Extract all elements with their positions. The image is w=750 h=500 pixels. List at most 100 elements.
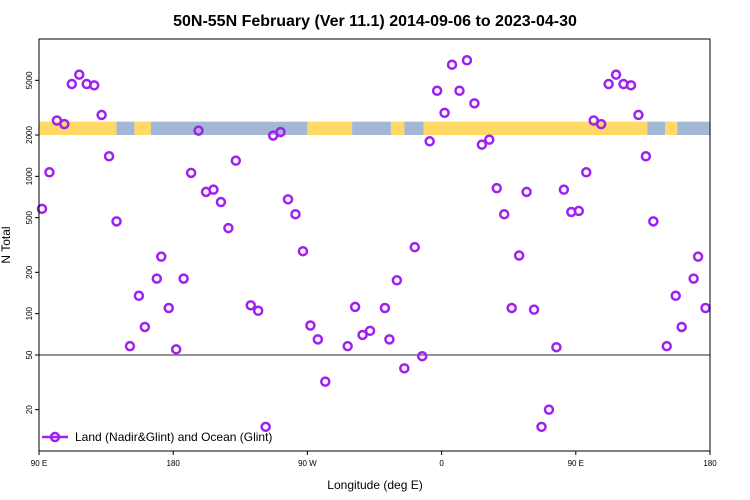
data-point [469,98,480,109]
band-segment-land [134,121,151,135]
x-tick-label: 90 W [298,459,317,468]
data-point [96,109,107,121]
y-tick-label: 1000 [25,167,34,185]
legend: Land (Nadir&Glint) and Ocean (Glint) [42,430,272,444]
data-point [454,85,465,96]
data-point [185,167,197,179]
band-segment-land [665,121,678,135]
data-point [44,167,55,178]
data-point [528,304,540,315]
data-point [88,80,100,91]
data-point [603,78,614,90]
band-segment-land [39,121,117,135]
band-segment-ocean [150,121,308,135]
data-point [484,134,495,145]
band-segment-land [423,121,648,135]
data-point [536,421,547,433]
data-point [230,155,242,166]
band-segment-land [307,121,353,135]
data-point [573,205,585,217]
data-point [290,208,301,220]
x-tick-label: 90 E [31,459,47,468]
data-point [74,69,85,80]
x-tick-label: 0 [439,459,444,468]
data-point [193,125,204,136]
data-point [111,216,122,227]
chart-title: 50N-55N February (Ver 11.1) 2014-09-06 t… [173,13,577,30]
data-point [297,245,309,257]
data-point [364,325,376,337]
x-tick-label: 180 [167,459,181,468]
x-tick-label: 180 [703,459,717,468]
data-point [36,203,48,215]
data-point [506,302,517,314]
data-point [521,186,532,198]
data-point [648,216,659,227]
data-point [513,250,525,261]
data-point [692,251,704,262]
data-point [409,241,421,253]
data-point [349,301,361,313]
data-point [676,321,687,333]
data-point [543,404,555,415]
data-point [595,118,607,130]
data-point [640,151,652,162]
data-point [282,194,294,205]
data-point [700,302,711,314]
data-point [384,334,395,345]
data-point [312,334,324,345]
band-segment-land [390,121,405,135]
y-tick-label: 50 [25,350,34,359]
data-point [558,184,570,195]
x-tick-label: 90 E [568,459,584,468]
band-segment-ocean [647,121,666,135]
data-point [103,151,115,162]
plot-layer: 20 50 100 200 500 1000 2000 5000 90 E 180 90 W 0 90 … [25,38,717,468]
band-segment-ocean [116,121,135,135]
data-point [688,273,699,284]
data-point [124,340,136,352]
data-point [670,290,681,302]
data-point [223,222,234,234]
data-point [275,126,286,138]
data-point [431,85,443,96]
band-segment-ocean [677,121,710,135]
data-point [320,376,331,387]
data-point [208,184,219,195]
y-tick-label: 500 [25,210,34,224]
data-point [439,107,450,119]
data-point [342,340,353,352]
data-point [446,59,458,70]
data-point [163,302,174,314]
data-point [151,273,163,284]
data-point [133,290,145,302]
y-axis-label: N Total [0,226,13,263]
data-point [178,273,189,284]
data-point [245,300,256,311]
data-point [625,80,637,91]
y-tick-label: 200 [25,265,34,279]
data-point [305,320,316,331]
data-point [610,69,622,80]
data-point [461,55,473,66]
data-point [59,118,70,130]
band-segment-ocean [352,121,391,135]
data-point [498,208,510,220]
legend-label: Land (Nadir&Glint) and Ocean (Glint) [75,430,272,444]
data-point [379,302,391,314]
plot-frame [38,38,711,452]
data-point [416,350,428,362]
data-point [139,321,151,333]
data-point [170,344,182,355]
data-point [357,329,368,341]
data-point [491,182,503,194]
data-point [252,305,264,317]
data-point [215,196,227,208]
data-point [633,109,644,121]
data-point [260,421,271,433]
y-tick-label: 100 [25,306,34,320]
data-point [476,139,488,150]
data-point [424,136,435,147]
y-tick-label: 5000 [25,71,34,89]
